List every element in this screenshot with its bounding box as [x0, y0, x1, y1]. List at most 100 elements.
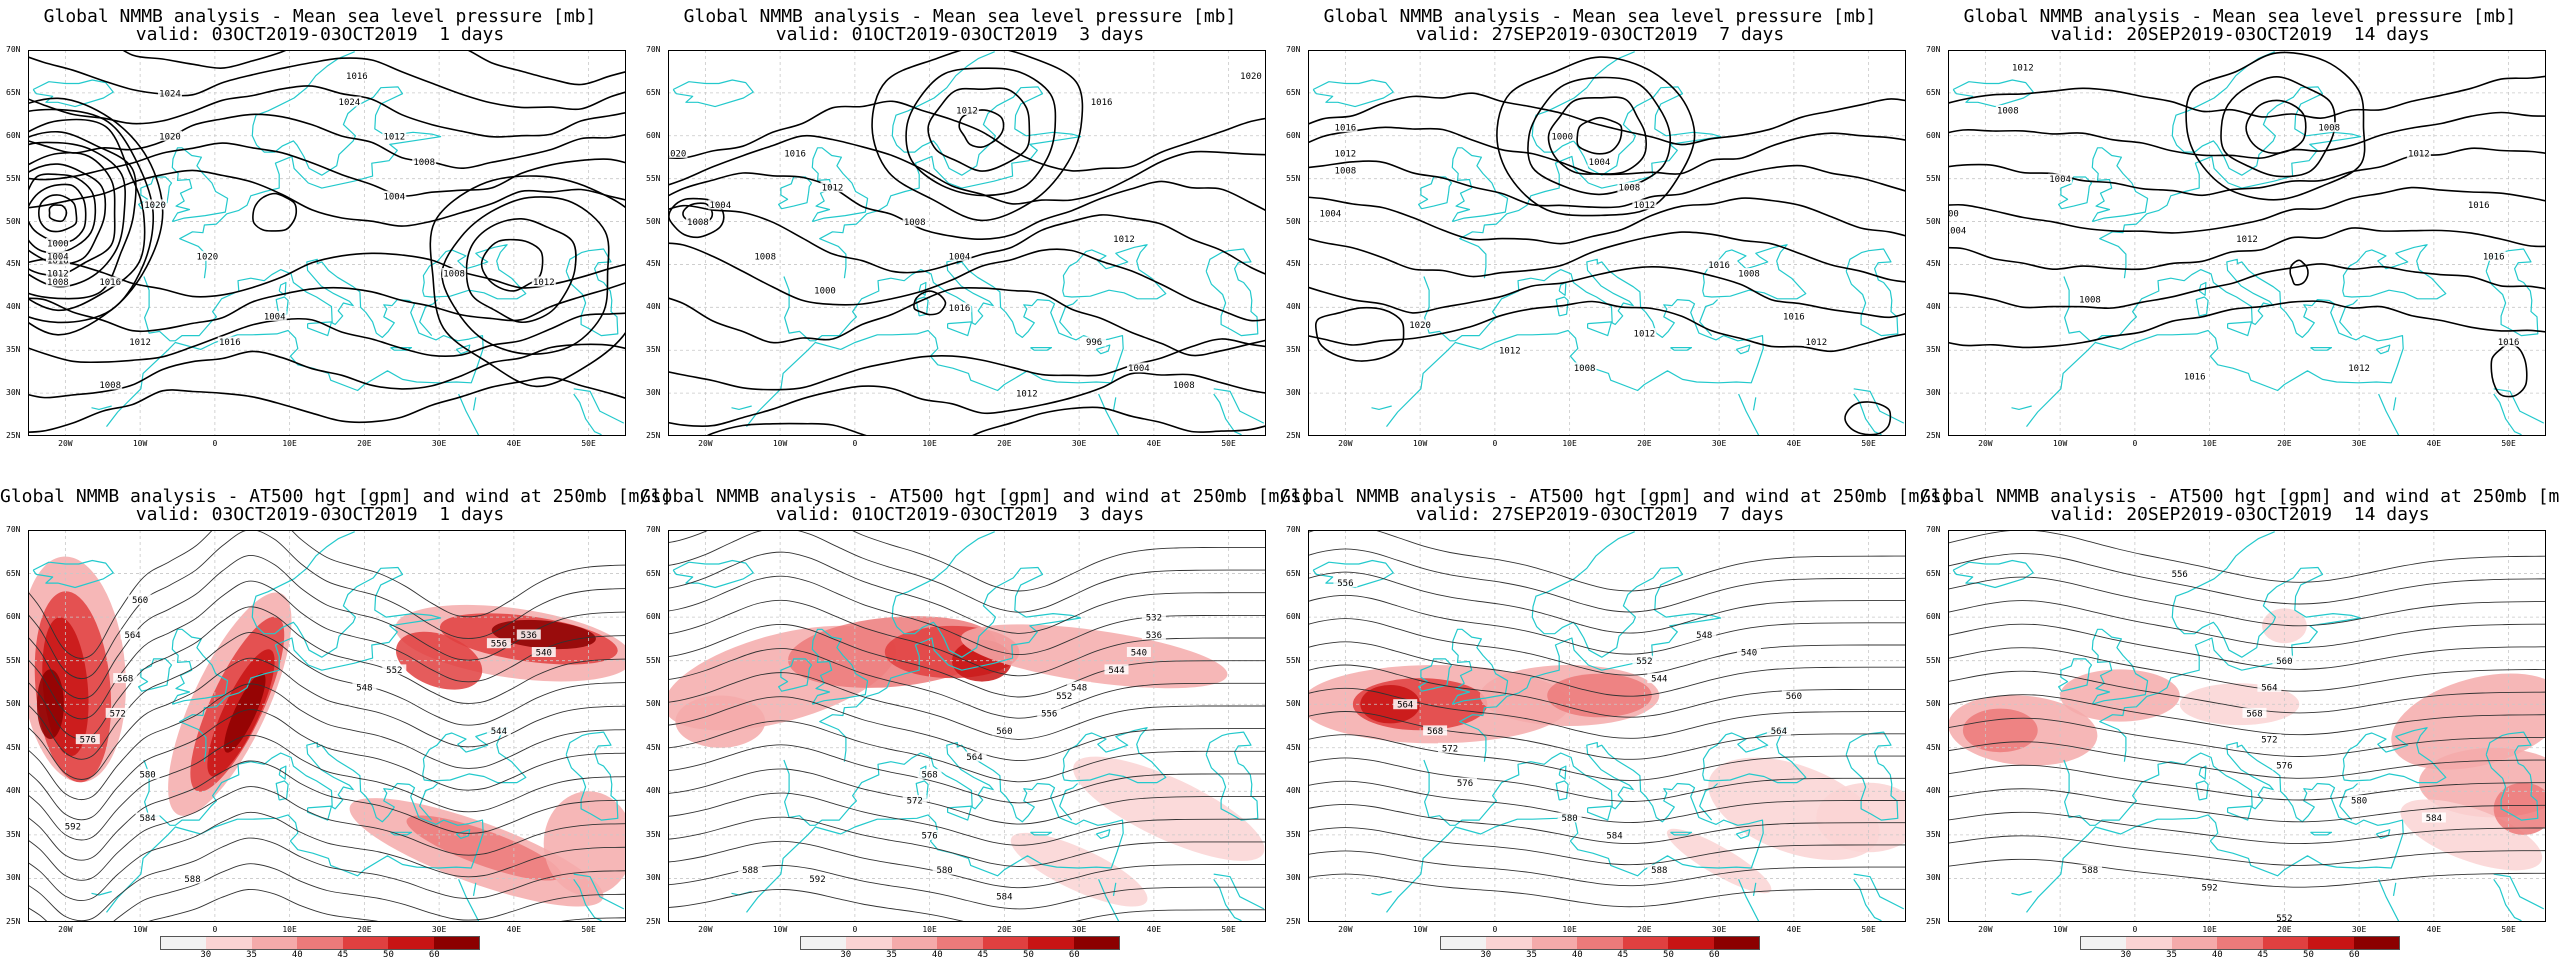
contour-label: 564	[1397, 701, 1413, 711]
lat-label: 55N	[1286, 173, 1301, 183]
contour-label: 1008	[443, 270, 465, 280]
colorbar-cell	[2126, 937, 2172, 949]
contour-label: 576	[921, 831, 937, 841]
lon-label: 40E	[506, 439, 522, 448]
panel-title: Global NMMB analysis - Mean sea level pr…	[43, 6, 597, 27]
lat-label: 50N	[1286, 216, 1301, 226]
lon-label: 50E	[2501, 439, 2516, 448]
contour-label: 1020	[668, 149, 686, 159]
lat-label: 45N	[1286, 742, 1301, 752]
lat-label: 60N	[646, 612, 661, 622]
lat-label: 70N	[646, 525, 661, 534]
colorbar-cell	[891, 937, 938, 949]
contour-label: 568	[117, 675, 133, 685]
contour-label: 552	[386, 666, 402, 676]
lat-label: 55N	[646, 173, 661, 183]
contour-label: 564	[1771, 727, 1787, 737]
lon-label: 50E	[581, 439, 596, 448]
isobars	[28, 50, 626, 434]
isobars	[1308, 56, 1906, 436]
contour-label: 1016	[47, 257, 69, 267]
lon-label: 50E	[1221, 439, 1236, 448]
lat-label: 25N	[646, 431, 661, 440]
colorbar-cell	[1622, 937, 1669, 949]
panel-valid-period: valid: 01OCT2019-03OCT2019 3 days	[775, 504, 1145, 525]
lon-label: 0	[1492, 439, 1498, 448]
lat-label: 65N	[6, 568, 21, 578]
lon-label: 0	[1492, 925, 1498, 934]
wind-colorbar: 30 35 40 45 50 60	[2080, 936, 2400, 960]
colorbar-cell	[251, 937, 298, 949]
contour-label: 552	[2276, 914, 2292, 922]
jet-core	[960, 624, 1228, 689]
lat-label: 65N	[1286, 87, 1301, 97]
lat-label: 35N	[6, 829, 21, 839]
lon-label: 20W	[1338, 925, 1353, 934]
lon-label: 50E	[1861, 925, 1876, 934]
lon-label: 10W	[772, 925, 788, 934]
contour-label: 1000	[814, 287, 836, 297]
lat-label: 25N	[1926, 917, 1941, 926]
map-canvas: 556 560 564 568 572 576 580 584 588 592 552	[1948, 530, 2546, 922]
colorbar-cell	[297, 937, 343, 949]
lat-label: 50N	[646, 216, 661, 226]
jet-core	[491, 619, 596, 650]
mslp-panel-14d: Global NMMB analysis - Mean sea level pr…	[1920, 0, 2560, 480]
contour-label: 584	[139, 814, 155, 824]
wind-colorbar: 30 35 40 45 50 60	[160, 936, 480, 960]
contour-label: 544	[1108, 666, 1124, 676]
colorbar-tick-label: 60	[1708, 950, 1720, 960]
contour-label: 556	[1337, 579, 1353, 589]
colorbar-cell	[2171, 937, 2218, 949]
contour-label: 584	[996, 892, 1012, 902]
contour-label: 1020	[144, 201, 166, 211]
lat-label: 60N	[646, 130, 661, 140]
map-canvas: 1016 1012 1008 1004 1000 1004 1008 1012 1016 1020…	[1308, 50, 1906, 436]
lon-label: 50E	[581, 925, 596, 934]
contour-label: 1004	[383, 192, 405, 202]
lat-label: 35N	[646, 829, 661, 839]
colorbar-tick-label: 30	[840, 950, 852, 960]
colorbar-cell	[388, 937, 434, 949]
lat-label: 35N	[1926, 829, 1941, 839]
contour-label: 1020	[1409, 321, 1431, 331]
lat-label: 30N	[1286, 388, 1301, 398]
lat-label: 55N	[1926, 173, 1941, 183]
lon-label: 30E	[431, 925, 447, 934]
colorbar-cell	[2217, 937, 2263, 949]
mslp-panel-3d: Global NMMB analysis - Mean sea level pr…	[640, 0, 1280, 480]
colorbar-tick-label: 35	[2166, 950, 2177, 960]
coastlines	[672, 531, 1266, 922]
contour-label: 1008	[2318, 124, 2340, 134]
lon-label: 10W	[1412, 925, 1428, 934]
wind-speed-shading	[1948, 608, 2546, 871]
contour-label: 1008	[1574, 364, 1596, 374]
contour-label: 1012	[1016, 390, 1038, 400]
isobars	[668, 50, 1266, 436]
contour-label: 1008	[1173, 381, 1195, 391]
contour-label: 1008	[1335, 167, 1357, 177]
lon-label: 40E	[506, 925, 522, 934]
graticule	[1948, 50, 2546, 436]
lon-label: 0	[2132, 925, 2138, 934]
colorbar-cell	[1486, 937, 1532, 949]
lat-label: 65N	[1286, 568, 1301, 578]
contour-label: 1004	[2049, 175, 2071, 185]
contour-label: 1004	[47, 252, 69, 262]
jet-core	[543, 791, 626, 896]
colorbar-tick-label: 50	[383, 950, 394, 960]
lon-label: 20W	[1978, 925, 1993, 934]
lon-label: 40E	[1146, 925, 1162, 934]
contour-label: 548	[356, 683, 372, 693]
panel-title: Global NMMB analysis - Mean sea level pr…	[1963, 6, 2517, 27]
contour-label: 1012	[2012, 64, 2034, 74]
contour-label: 1012	[1113, 235, 1135, 245]
contour-label: 572	[1442, 744, 1458, 754]
lat-label: 30N	[1926, 873, 1941, 883]
contour-label: 1020	[1240, 72, 1262, 82]
lat-label: 50N	[6, 699, 21, 709]
lat-label: 30N	[6, 873, 21, 883]
colorbar-tick-label: 60	[1068, 950, 1080, 960]
colorbar-cell	[937, 937, 983, 949]
